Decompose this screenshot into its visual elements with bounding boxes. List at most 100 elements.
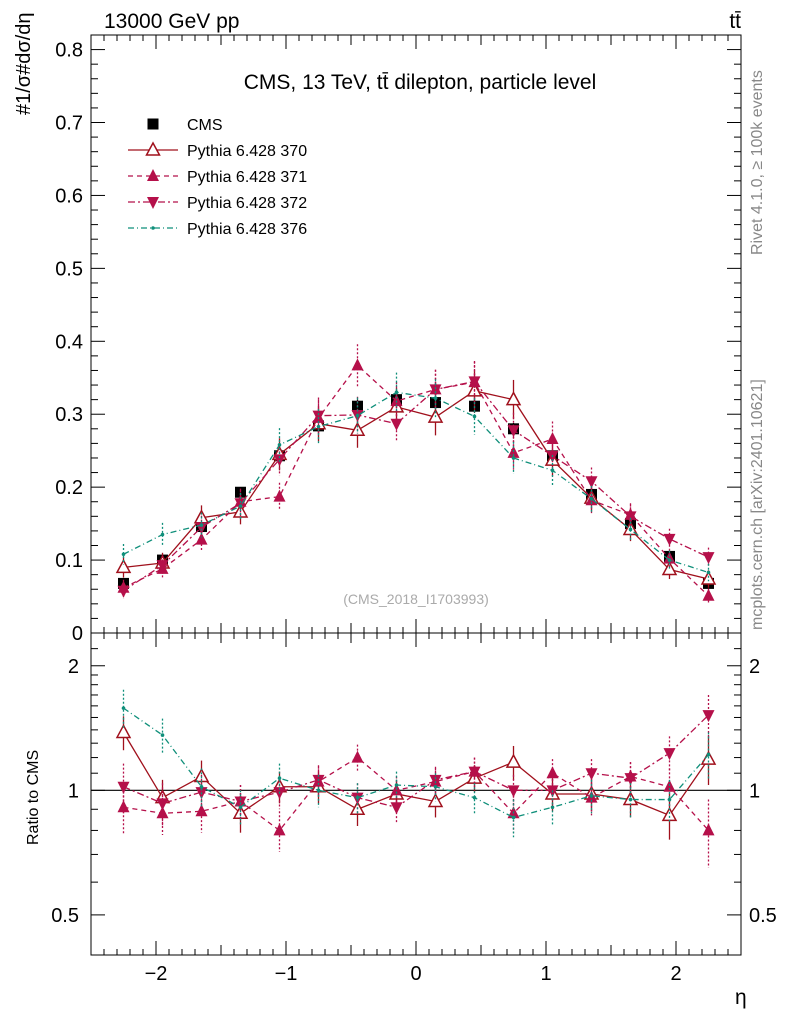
ratio-data-point bbox=[589, 794, 594, 798]
main-data-point bbox=[550, 468, 555, 473]
ratio-data-point bbox=[546, 766, 559, 779]
ratio-plot-series bbox=[115, 689, 717, 868]
main-series-line bbox=[123, 391, 709, 574]
ratio-series-line bbox=[123, 714, 709, 808]
ratio-data-point bbox=[702, 823, 715, 836]
ratio-data-point bbox=[115, 723, 132, 739]
x-tick-label: 0 bbox=[410, 963, 421, 985]
main-plot-series bbox=[115, 344, 717, 604]
ratio-axis-ticks bbox=[90, 632, 742, 956]
side-label-mcplots: mcplots.cern.ch [arXiv:2401.10621] bbox=[749, 379, 766, 630]
main-plot-title: CMS, 13 TeV, tt̄ dilepton, particle leve… bbox=[244, 71, 597, 94]
legend-marker bbox=[147, 118, 159, 130]
ratio-data-point bbox=[277, 776, 282, 780]
main-y-axis-label: #1/σ#dσ/dη bbox=[13, 12, 35, 115]
ratio-y-tick-label: 1 bbox=[68, 780, 79, 802]
legend-entry: Pythia 6.428 370 bbox=[128, 141, 307, 160]
main-y-tick-label: 0.2 bbox=[55, 477, 83, 499]
ratio-data-point bbox=[195, 804, 208, 817]
x-tick-label: 1 bbox=[540, 963, 551, 985]
ratio-data-point bbox=[661, 806, 678, 822]
ratio-data-point bbox=[511, 815, 516, 820]
legend-entry: Pythia 6.428 376 bbox=[128, 221, 307, 238]
main-series-line bbox=[123, 364, 709, 597]
ratio-series-pythia-6-428-376 bbox=[121, 689, 711, 838]
ratio-data-point bbox=[117, 800, 130, 813]
main-y-tick-label: 0.3 bbox=[55, 404, 83, 426]
main-data-point bbox=[156, 560, 169, 573]
ratio-data-point bbox=[273, 823, 286, 836]
main-data-point bbox=[390, 394, 403, 407]
ratio-data-point bbox=[433, 784, 438, 789]
main-data-point bbox=[433, 396, 438, 400]
main-series-pythia-6-428-376 bbox=[121, 372, 711, 582]
ratio-data-point bbox=[121, 706, 126, 710]
header-process-label: tt̄ bbox=[729, 10, 741, 33]
main-data-point bbox=[667, 558, 672, 562]
ratio-data-point bbox=[468, 766, 481, 779]
ratio-data-point bbox=[702, 710, 715, 723]
x-tick-label: −1 bbox=[275, 963, 298, 985]
ratio-data-point bbox=[238, 805, 243, 810]
legend-label: Pythia 6.428 372 bbox=[187, 195, 307, 212]
ratio-series-pythia-6-428-371 bbox=[117, 744, 715, 868]
main-y-tick-label: 0.4 bbox=[55, 331, 83, 353]
main-data-point bbox=[507, 425, 520, 438]
main-data-point bbox=[505, 391, 522, 406]
legend: CMS Pythia 6.428 370 Pythia 6.428 371 Pythi… bbox=[128, 117, 307, 238]
ratio-y-tick-label: 0.5 bbox=[51, 905, 79, 927]
legend-marker bbox=[147, 197, 159, 209]
main-y-tick-label: 0 bbox=[72, 623, 83, 645]
main-y-tick-labels: 0 0.1 0.2 0.3 0.4 0.5 0.6 0.7 0.8 bbox=[55, 40, 83, 645]
main-data-point bbox=[355, 413, 360, 418]
ratio-data-point bbox=[312, 774, 325, 787]
main-data-point bbox=[160, 532, 165, 537]
main-data-point bbox=[312, 410, 325, 423]
ratio-data-point bbox=[390, 802, 403, 815]
ratio-data-point bbox=[706, 752, 711, 757]
ratio-data-point bbox=[355, 795, 360, 800]
ratio-y-axis-label: Ratio to CMS bbox=[25, 750, 42, 845]
legend-entry: Pythia 6.428 371 bbox=[128, 169, 307, 186]
main-series-cms bbox=[118, 393, 714, 589]
main-y-tick-label: 0.5 bbox=[55, 258, 83, 280]
main-data-point bbox=[394, 390, 399, 395]
x-tick-label: −2 bbox=[145, 963, 168, 985]
main-data-point bbox=[702, 552, 715, 565]
main-series-pythia-6-428-370 bbox=[115, 371, 717, 588]
main-data-point bbox=[546, 432, 559, 445]
ratio-data-point bbox=[472, 795, 477, 800]
ratio-data-point bbox=[624, 773, 637, 786]
ratio-data-point bbox=[117, 781, 130, 794]
ratio-data-point bbox=[156, 798, 169, 811]
main-data-point bbox=[273, 489, 286, 502]
main-data-point bbox=[700, 570, 717, 585]
legend-label: Pythia 6.428 370 bbox=[187, 143, 307, 160]
main-data-point bbox=[199, 523, 204, 527]
legend-marker bbox=[145, 141, 161, 156]
main-data-point bbox=[624, 511, 637, 524]
ratio-y-tick-label-right: 0.5 bbox=[749, 905, 777, 927]
main-y-tick-label: 0.6 bbox=[55, 185, 83, 207]
main-series-pythia-6-428-372 bbox=[117, 360, 715, 599]
main-series-line bbox=[123, 380, 709, 592]
main-data-point bbox=[238, 504, 243, 508]
ratio-series-line bbox=[122, 732, 710, 817]
main-data-point bbox=[702, 588, 715, 601]
ratio-data-point bbox=[160, 733, 165, 737]
main-series-line bbox=[123, 390, 709, 580]
ratio-data-point bbox=[663, 748, 676, 761]
ratio-y-tick-label: 2 bbox=[68, 656, 79, 678]
main-data-point bbox=[589, 497, 594, 501]
legend-label: Pythia 6.428 376 bbox=[187, 221, 307, 238]
main-data-point bbox=[351, 358, 364, 371]
main-data-point bbox=[277, 443, 282, 447]
side-label-rivet: Rivet 4.1.0, ≥ 100k events bbox=[749, 70, 766, 255]
main-data-point bbox=[663, 533, 676, 546]
legend-marker bbox=[151, 226, 155, 230]
legend-label: Pythia 6.428 371 bbox=[187, 169, 307, 186]
ratio-data-point bbox=[628, 797, 633, 802]
x-tick-labels: −2 −1 0 1 2 bbox=[145, 963, 682, 985]
ratio-y-tick-label-right: 1 bbox=[749, 780, 760, 802]
